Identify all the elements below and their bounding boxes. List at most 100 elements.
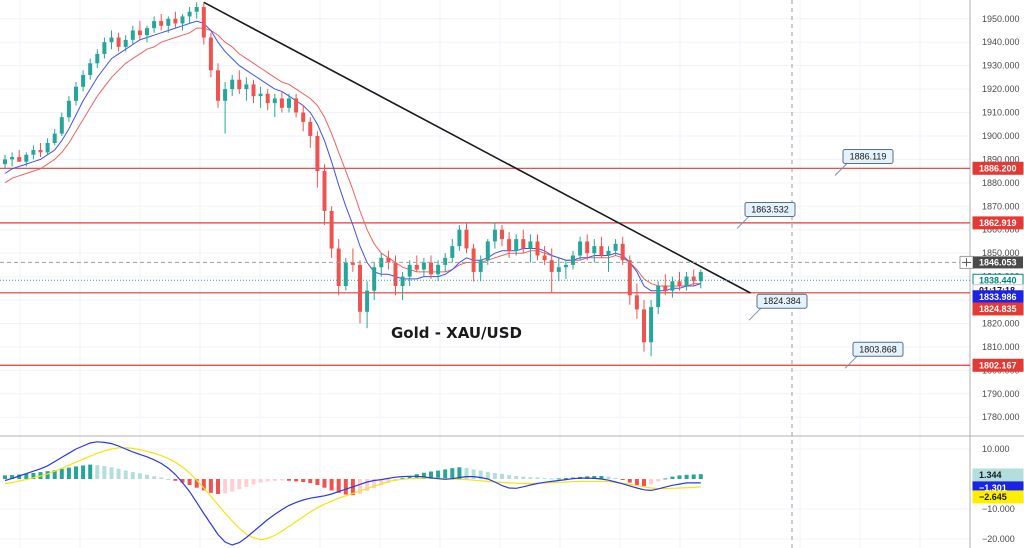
candle[interactable]	[407, 260, 412, 286]
candle[interactable]	[656, 281, 661, 315]
candle[interactable]	[642, 300, 646, 352]
price-callout[interactable]: 1803.868	[844, 341, 904, 369]
candle[interactable]	[535, 234, 540, 261]
candle[interactable]	[31, 145, 36, 160]
candle[interactable]	[81, 70, 86, 92]
candle[interactable]	[74, 82, 78, 106]
candle[interactable]	[365, 281, 370, 329]
candle[interactable]	[130, 25, 135, 45]
candle[interactable]	[507, 232, 512, 258]
candle[interactable]	[329, 206, 334, 258]
candle[interactable]	[244, 77, 249, 101]
candle[interactable]	[201, 2, 206, 45]
candle[interactable]	[116, 32, 121, 52]
candle[interactable]	[500, 225, 504, 247]
candle[interactable]	[109, 30, 114, 50]
candle[interactable]	[66, 96, 71, 122]
price-callout[interactable]: 1863.532	[736, 201, 796, 229]
candle[interactable]	[549, 248, 554, 294]
candle[interactable]	[578, 236, 583, 261]
price-callout[interactable]: 1824.384	[748, 293, 808, 321]
candle[interactable]	[173, 11, 178, 29]
candle[interactable]	[3, 154, 7, 169]
candle[interactable]	[294, 93, 299, 118]
candle[interactable]	[279, 91, 284, 113]
candle[interactable]	[208, 32, 213, 78]
candle[interactable]	[521, 229, 526, 254]
candle[interactable]	[350, 248, 355, 272]
candle[interactable]	[336, 239, 341, 296]
candle[interactable]	[443, 253, 448, 272]
candle[interactable]	[386, 250, 391, 270]
candle[interactable]	[450, 239, 455, 263]
candle[interactable]	[528, 234, 533, 263]
candle[interactable]	[556, 257, 561, 282]
candle[interactable]	[691, 269, 696, 286]
candle[interactable]	[194, 2, 199, 19]
candle[interactable]	[159, 14, 164, 31]
macd-pane[interactable]	[3, 441, 703, 546]
price-callouts[interactable]: 1886.119 1863.532 1824.384 1803.868	[736, 148, 904, 369]
candle[interactable]	[571, 250, 575, 270]
candle[interactable]	[180, 14, 185, 31]
candle[interactable]	[478, 255, 483, 282]
candle[interactable]	[677, 271, 682, 291]
candle[interactable]	[414, 255, 419, 272]
candle[interactable]	[649, 300, 654, 357]
candle[interactable]	[471, 243, 476, 282]
candle[interactable]	[599, 236, 604, 258]
candle[interactable]	[485, 239, 490, 265]
trendline-line[interactable]	[203, 1, 751, 294]
candle[interactable]	[230, 75, 235, 97]
candle[interactable]	[287, 93, 291, 113]
candle[interactable]	[301, 105, 306, 132]
candle[interactable]	[95, 49, 100, 68]
candle[interactable]	[152, 16, 157, 33]
candle[interactable]	[663, 274, 668, 296]
price-callout[interactable]: 1886.119	[834, 148, 894, 176]
candle[interactable]	[613, 239, 618, 256]
candle[interactable]	[606, 246, 611, 272]
candle[interactable]	[315, 131, 320, 188]
candle[interactable]	[145, 25, 149, 43]
candle[interactable]	[592, 239, 597, 263]
candle[interactable]	[358, 260, 362, 324]
trendline[interactable]	[203, 1, 751, 294]
candle[interactable]	[514, 234, 519, 256]
candle[interactable]	[38, 142, 43, 158]
candlestick-series[interactable]	[3, 2, 703, 357]
candle[interactable]	[102, 37, 107, 59]
candle[interactable]	[272, 93, 277, 118]
candle[interactable]	[634, 283, 639, 319]
candle[interactable]	[343, 257, 348, 291]
candle[interactable]	[585, 234, 590, 261]
candle[interactable]	[265, 89, 270, 111]
candle[interactable]	[166, 16, 171, 33]
candle[interactable]	[372, 262, 377, 301]
candle[interactable]	[698, 269, 703, 289]
candle[interactable]	[17, 150, 22, 162]
candle[interactable]	[52, 128, 57, 146]
candle[interactable]	[308, 117, 313, 148]
candle[interactable]	[492, 222, 497, 249]
candle[interactable]	[24, 152, 29, 167]
candle[interactable]	[187, 7, 192, 24]
candle[interactable]	[620, 236, 625, 265]
candle[interactable]	[10, 152, 15, 167]
candle[interactable]	[322, 164, 327, 226]
candle[interactable]	[45, 138, 50, 155]
candle[interactable]	[59, 112, 64, 136]
candle[interactable]	[137, 21, 142, 40]
candle[interactable]	[429, 255, 433, 279]
candle[interactable]	[421, 257, 426, 277]
candle[interactable]	[436, 260, 441, 282]
candle[interactable]	[223, 82, 228, 134]
candle[interactable]	[400, 271, 405, 301]
candle[interactable]	[464, 222, 469, 254]
candle[interactable]	[684, 271, 689, 291]
candle[interactable]	[457, 225, 462, 251]
candle[interactable]	[627, 255, 632, 305]
candle[interactable]	[237, 70, 242, 94]
candle[interactable]	[123, 35, 128, 52]
